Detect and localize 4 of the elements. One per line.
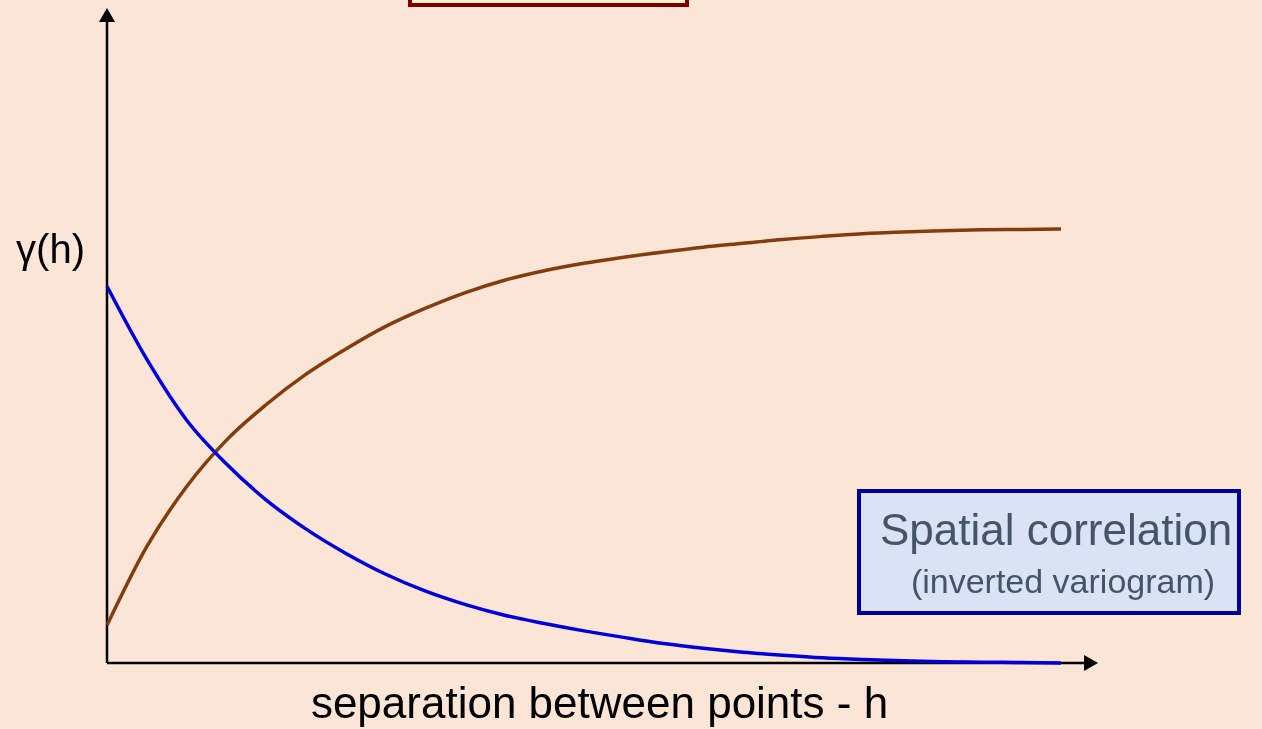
annotation: Spatial correlation bbox=[879, 505, 1233, 554]
annotation: (inverted variogram) bbox=[910, 562, 1216, 600]
x-axis-title: separation between points - h bbox=[310, 677, 889, 727]
y-axis-title: γ(h) bbox=[16, 226, 85, 271]
